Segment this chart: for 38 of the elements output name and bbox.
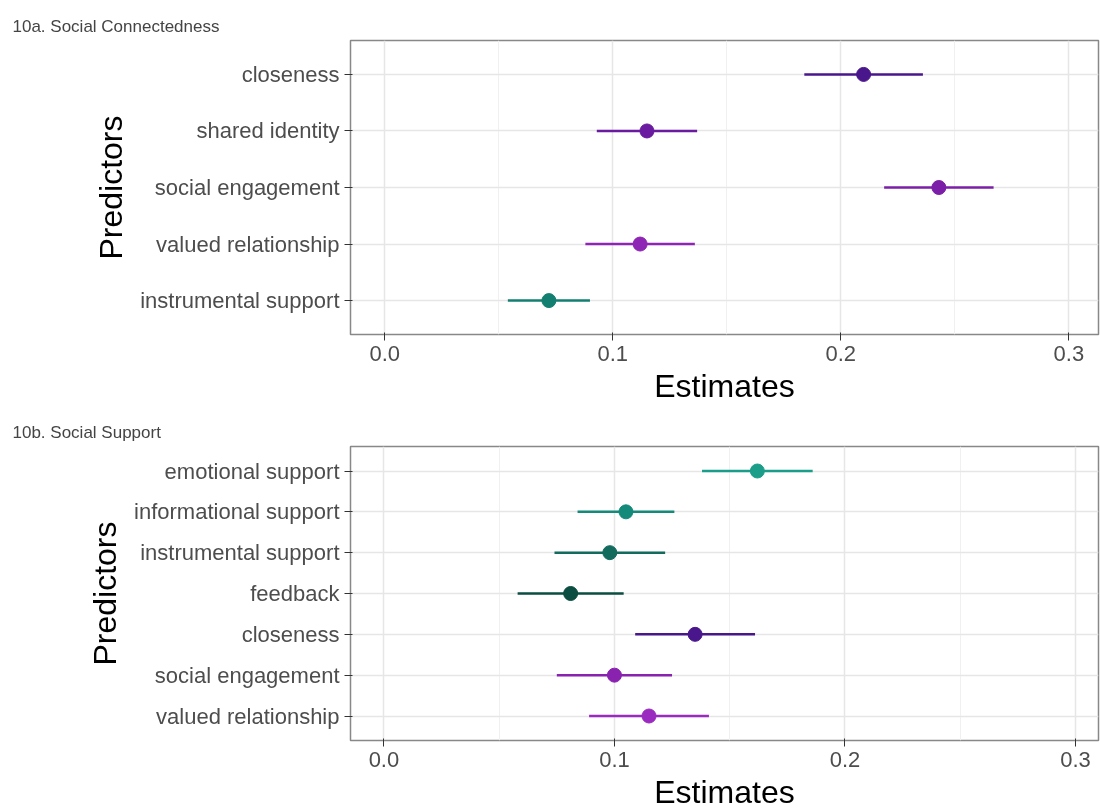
point bbox=[541, 293, 557, 309]
y-tick-label: instrumental support bbox=[140, 540, 340, 566]
point bbox=[931, 180, 947, 195]
x-tick-label: 0.1 bbox=[597, 340, 629, 366]
point bbox=[641, 708, 657, 724]
y-tick-label: feedback bbox=[250, 581, 341, 606]
y-tick-label: social engagement bbox=[154, 175, 340, 200]
y-tick-label: valued relationship bbox=[156, 703, 340, 729]
point bbox=[632, 236, 648, 252]
y-tick-label: emotional support bbox=[164, 458, 340, 484]
y-tick-label: valued relationship bbox=[156, 231, 340, 257]
y-tick-label: closeness bbox=[241, 61, 340, 87]
point bbox=[639, 123, 655, 139]
y-tick-label: closeness bbox=[241, 621, 340, 647]
x-axis-title: Estimates bbox=[654, 367, 795, 404]
point bbox=[602, 545, 618, 561]
x-axis-title: Estimates bbox=[654, 773, 795, 810]
y-tick-label: shared identity bbox=[196, 118, 340, 144]
x-tick-label: 0.0 bbox=[369, 340, 401, 366]
point bbox=[687, 626, 703, 642]
x-tick-label: 0.0 bbox=[368, 746, 400, 772]
point bbox=[563, 586, 579, 601]
x-tick-label: 0.3 bbox=[1053, 340, 1085, 366]
y-tick-label: informational support bbox=[134, 499, 340, 525]
point bbox=[856, 66, 872, 82]
point bbox=[606, 667, 622, 683]
y-axis-title: Predictors bbox=[93, 115, 130, 260]
point bbox=[749, 463, 765, 479]
text: 10a. Social Connectedness bbox=[12, 16, 220, 36]
x-tick-label: 0.2 bbox=[825, 340, 857, 366]
point bbox=[618, 504, 634, 520]
y-tick-label: instrumental support bbox=[140, 288, 340, 314]
x-tick-label: 0.3 bbox=[1060, 746, 1091, 772]
x-tick-label: 0.2 bbox=[829, 746, 861, 772]
y-axis-title: Predictors bbox=[87, 521, 124, 666]
x-tick-label: 0.1 bbox=[599, 746, 630, 772]
text: 10b. Social Support bbox=[12, 422, 162, 442]
y-tick-label: social engagement bbox=[154, 662, 340, 688]
